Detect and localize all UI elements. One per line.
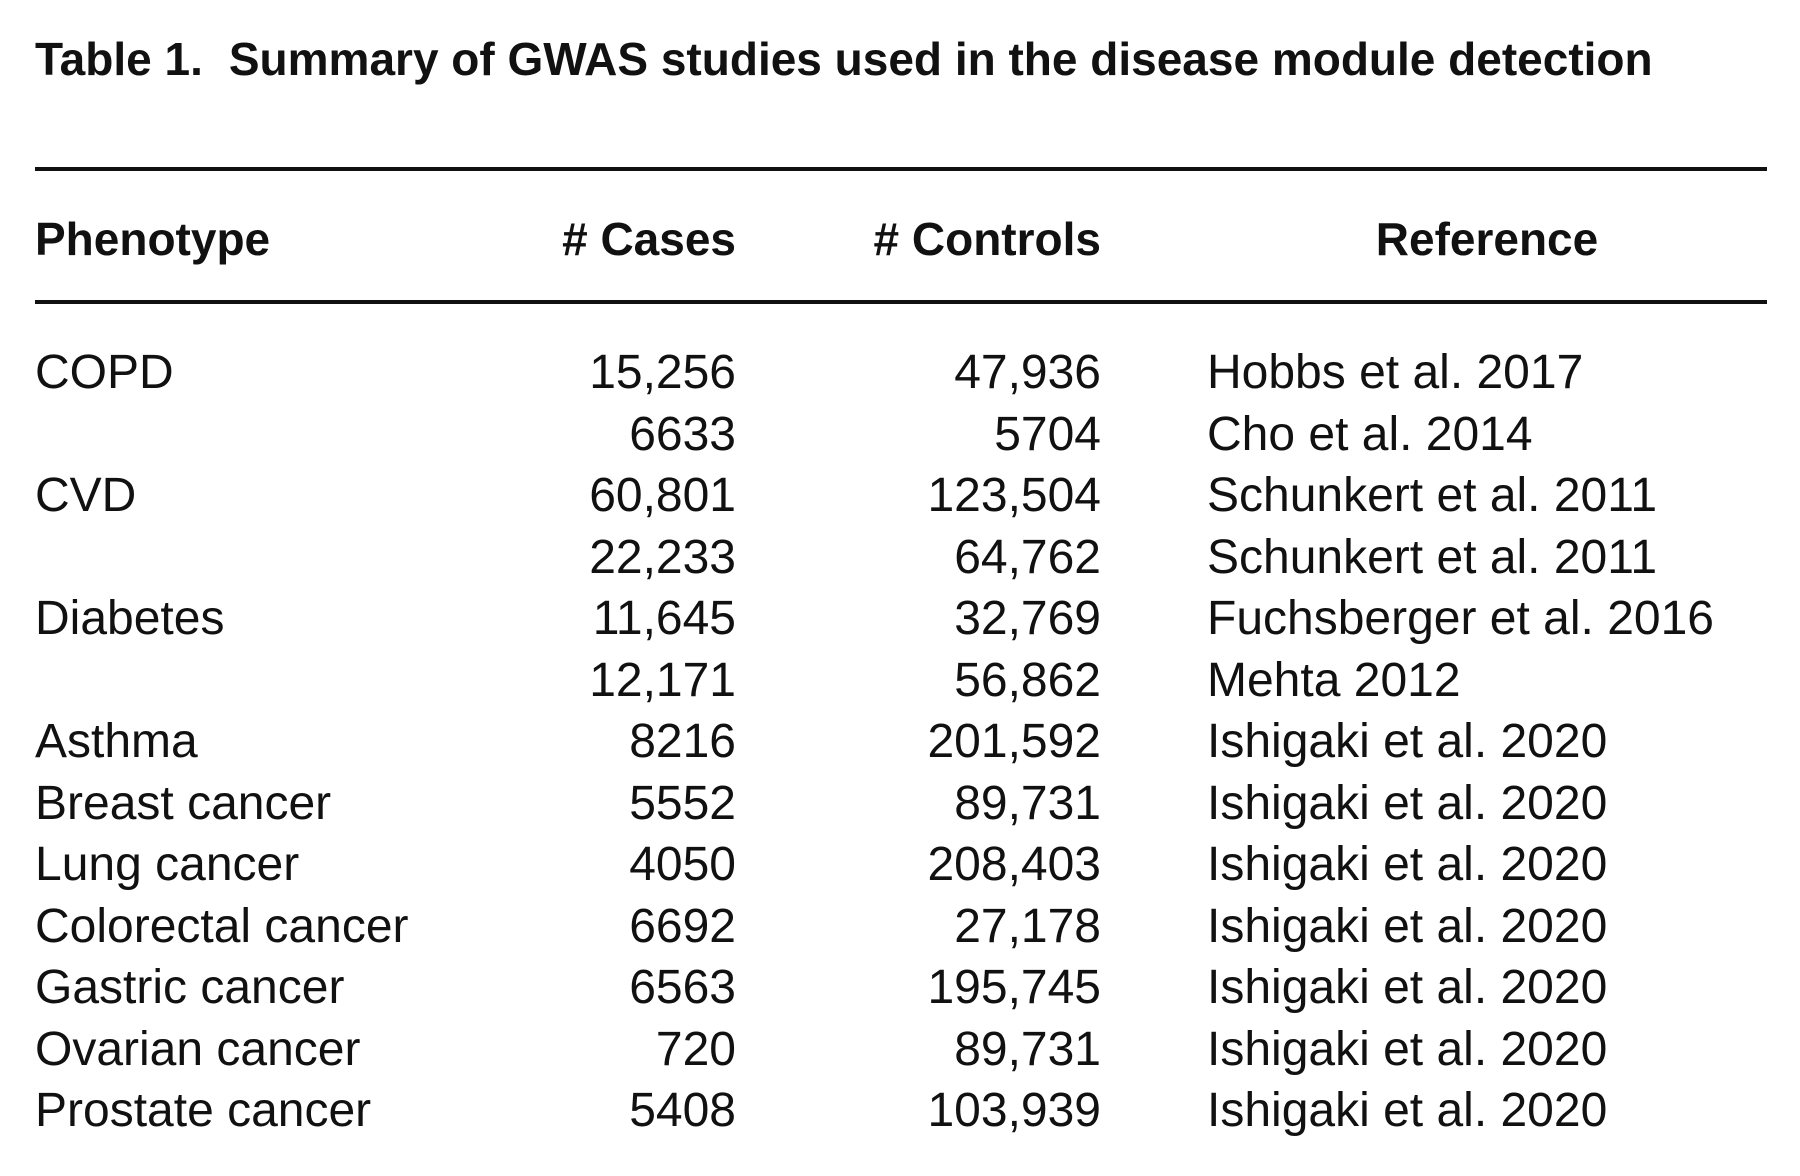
controls-cell: 195,745 <box>927 961 1101 1014</box>
reference-cell: Ishigaki et al. 2020 <box>1207 1022 1608 1076</box>
phenotype-cell: Ovarian cancer <box>35 1022 361 1076</box>
reference-cell: Ishigaki et al. 2020 <box>1207 1084 1608 1137</box>
cases-cell: 6563 <box>629 961 736 1014</box>
cases-cell: 22,233 <box>589 530 736 584</box>
phenotype-cell: Lung cancer <box>35 838 300 891</box>
cases-cell: 6692 <box>629 899 736 953</box>
reference-cell: Cho et al. 2014 <box>1207 407 1533 461</box>
reference-cell: Ishigaki et al. 2020 <box>1207 776 1608 830</box>
cases-cell: 6633 <box>629 407 736 461</box>
reference-cell: Mehta 2012 <box>1207 653 1461 707</box>
reference-cell: Ishigaki et al. 2020 <box>1207 961 1608 1014</box>
controls-cell: 64,762 <box>954 530 1101 584</box>
phenotype-cell: Diabetes <box>35 592 225 645</box>
controls-cell: 208,403 <box>927 838 1101 891</box>
header-cases: # Cases <box>562 213 736 265</box>
reference-cell: Ishigaki et al. 2020 <box>1207 899 1608 953</box>
phenotype-cell: Prostate cancer <box>35 1084 372 1137</box>
phenotype-cell: Colorectal cancer <box>35 899 409 953</box>
controls-cell: 201,592 <box>927 715 1101 768</box>
reference-cell: Schunkert et al. 2011 <box>1207 530 1658 584</box>
controls-cell: 123,504 <box>927 469 1101 522</box>
cases-cell: 11,645 <box>592 592 736 645</box>
reference-cell: Ishigaki et al. 2020 <box>1207 715 1608 768</box>
top-rule <box>35 167 1767 171</box>
cases-cell: 8216 <box>629 715 736 768</box>
caption-text: Summary of GWAS studies used in the dise… <box>228 33 1653 85</box>
reference-cell: Schunkert et al. 2011 <box>1207 469 1658 522</box>
cases-cell: 720 <box>655 1022 736 1076</box>
caption-label: Table 1. <box>35 33 203 85</box>
phenotype-cell: CVD <box>35 469 137 522</box>
cases-cell: 5552 <box>629 776 736 830</box>
controls-cell: 47,936 <box>954 346 1101 399</box>
cases-cell: 4050 <box>629 838 736 891</box>
controls-cell: 89,731 <box>954 776 1101 830</box>
header-rule <box>35 300 1767 304</box>
header-phenotype: Phenotype <box>35 213 271 265</box>
cases-cell: 60,801 <box>589 469 736 522</box>
controls-cell: 5704 <box>994 407 1101 461</box>
phenotype-cell: COPD <box>35 346 174 399</box>
reference-cell: Ishigaki et al. 2020 <box>1207 838 1608 891</box>
phenotype-cell: Asthma <box>35 715 198 768</box>
table-caption: Table 1. Summary of GWAS studies used in … <box>35 28 1767 90</box>
controls-cell: 103,939 <box>927 1084 1101 1137</box>
controls-cell: 89,731 <box>954 1022 1101 1076</box>
controls-cell: 32,769 <box>954 592 1101 645</box>
controls-cell: 56,862 <box>954 653 1101 707</box>
header-controls: # Controls <box>873 213 1101 265</box>
phenotype-cell: Breast cancer <box>35 776 332 830</box>
cases-cell: 12,171 <box>589 653 736 707</box>
cases-cell: 5408 <box>629 1084 736 1137</box>
phenotype-cell: Gastric cancer <box>35 961 345 1014</box>
reference-cell: Fuchsberger et al. 2016 <box>1207 592 1714 645</box>
header-reference: Reference <box>1375 213 1599 265</box>
reference-cell: Hobbs et al. 2017 <box>1207 346 1584 399</box>
cases-cell: 15,256 <box>589 346 736 399</box>
controls-cell: 27,178 <box>954 899 1101 953</box>
